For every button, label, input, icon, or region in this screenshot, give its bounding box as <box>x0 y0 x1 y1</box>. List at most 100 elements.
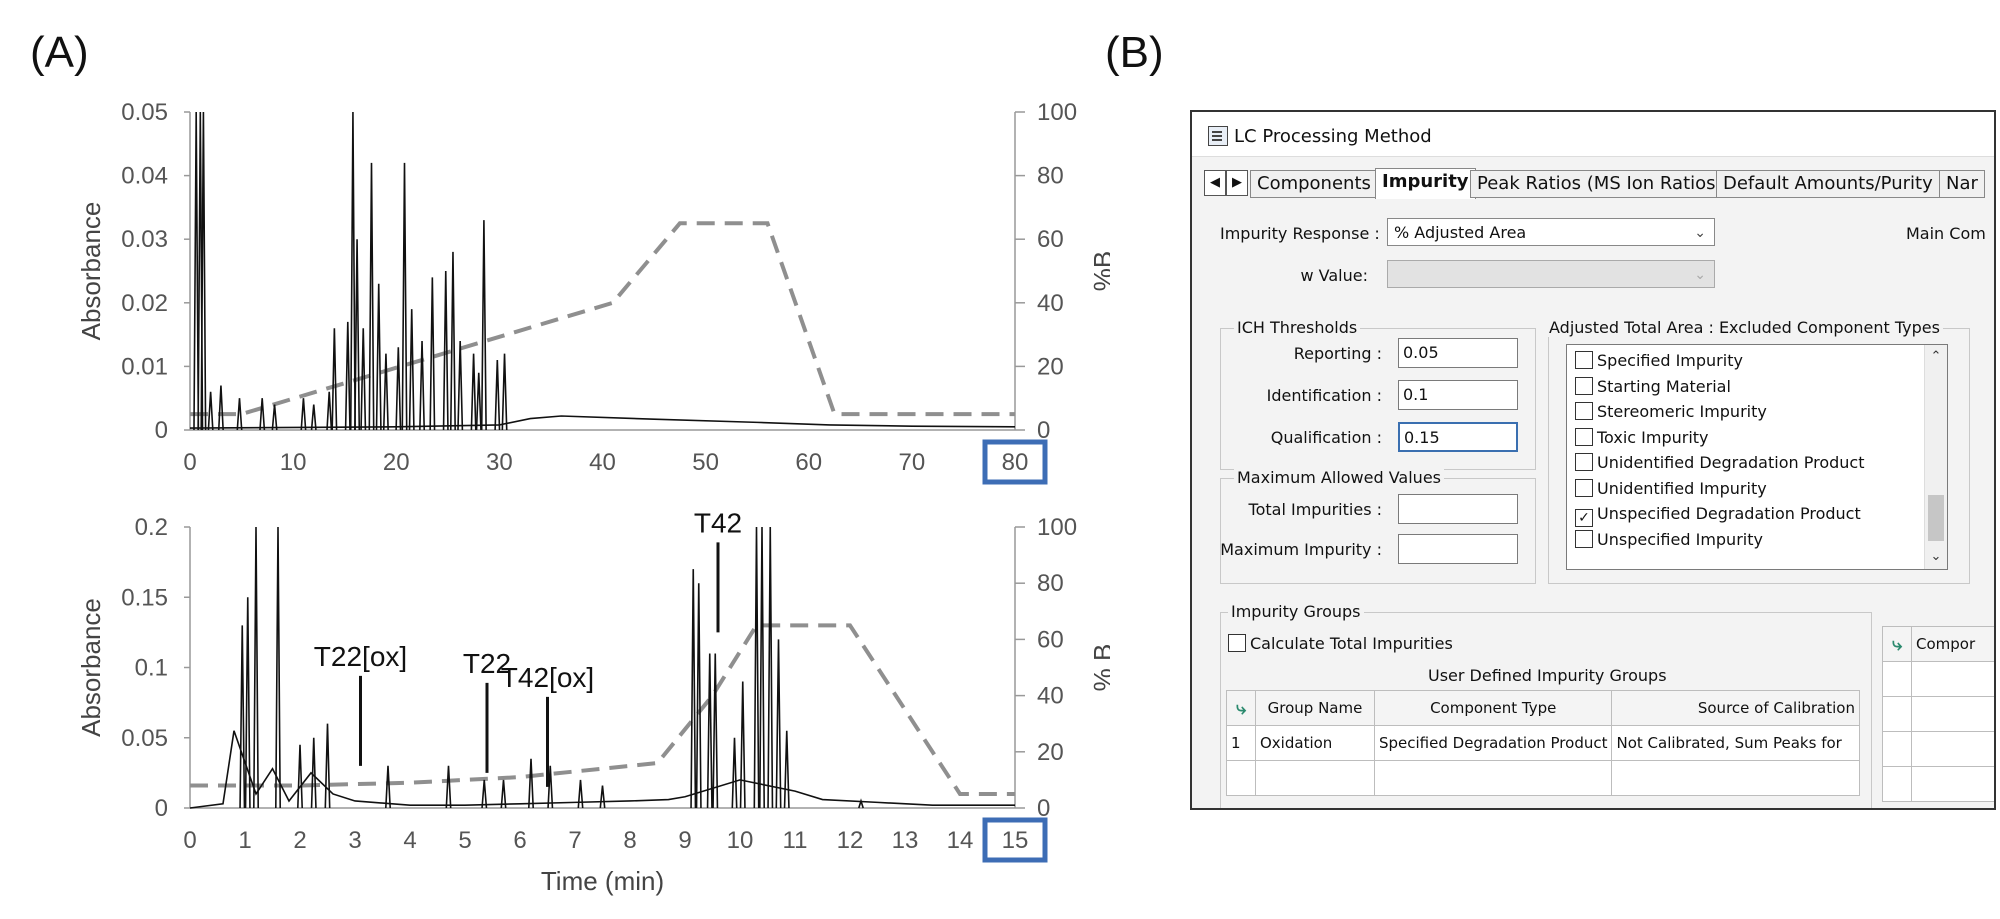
tab-peak-ratios[interactable]: Peak Ratios (MS Ion Ratios) <box>1470 170 1730 198</box>
dialog-titlebar: LC Processing Method <box>1192 112 1994 157</box>
x-axis-title: Time (min) <box>541 866 664 896</box>
absorbance-peak <box>690 569 697 809</box>
absorbance-peak <box>858 798 864 809</box>
checkbox[interactable] <box>1575 478 1593 497</box>
absorbance-peak <box>470 353 477 431</box>
checkbox[interactable] <box>1575 402 1593 420</box>
cell-source-calibration[interactable]: Not Calibrated, Sum Peaks for <box>1611 725 1860 761</box>
table-row[interactable]: 1 Oxidation Specified Degradation Produc… <box>1226 725 1860 761</box>
checkbox[interactable] <box>1575 529 1593 548</box>
reporting-input[interactable]: 0.05 <box>1398 338 1518 368</box>
checkbox[interactable] <box>1575 351 1593 369</box>
impurity-response-value: % Adjusted Area <box>1394 223 1527 242</box>
maximum-impurity-input[interactable] <box>1398 534 1518 564</box>
panel-label-b: (B) <box>1105 28 1164 77</box>
excluded-type-label: Toxic Impurity <box>1597 427 1709 447</box>
col-header-component[interactable]: Compor <box>1911 626 1994 662</box>
excluded-type-item[interactable]: Unidentified Degradation Product <box>1575 453 1864 477</box>
excluded-type-label: Unidentified Degradation Product <box>1597 453 1865 472</box>
checkbox[interactable] <box>1575 376 1593 395</box>
tab-impurity[interactable]: Impurity <box>1375 168 1476 199</box>
scroll-up-icon[interactable]: ⌃ <box>1930 349 1942 364</box>
absorbance-trace <box>189 730 1015 809</box>
x-tick-label: 0 <box>183 827 196 854</box>
absorbance-peak <box>375 283 382 431</box>
x-tick-label: 20 <box>383 449 410 476</box>
impurity-response-select[interactable]: % Adjusted Area ⌄ <box>1387 218 1715 246</box>
excluded-types-listbox[interactable]: ⌃ ⌄ Specified Impurity Starting Material S… <box>1566 344 1948 570</box>
col-header-component-type[interactable]: Component Type <box>1373 690 1613 726</box>
total-impurities-input[interactable] <box>1398 494 1518 524</box>
tab-scroll-left-icon[interactable]: ◀ <box>1204 170 1226 196</box>
x-tick-label: 40 <box>589 449 616 476</box>
excluded-type-item[interactable]: Toxic Impurity <box>1575 427 1709 452</box>
x-tick-label: 4 <box>403 827 416 854</box>
tab-scroll-right-icon[interactable]: ▶ <box>1226 170 1248 196</box>
w-value-select[interactable]: ⌄ <box>1387 260 1715 288</box>
absorbance-peak <box>382 353 389 431</box>
scroll-thumb[interactable] <box>1928 495 1944 541</box>
excluded-type-item[interactable]: Stereomeric Impurity <box>1575 402 1767 426</box>
absorbance-peak <box>239 625 246 809</box>
absorbance-peak <box>310 737 317 809</box>
y2-tick-label: 60 <box>1037 226 1064 253</box>
y2-tick-label: 0 <box>1037 417 1050 444</box>
scroll-down-icon[interactable]: ⌄ <box>1930 549 1942 564</box>
impurity-response-label: Impurity Response : <box>1220 224 1380 243</box>
absorbance-peak <box>419 340 426 431</box>
col-header-source-calibration[interactable]: Source of Calibration <box>1611 690 1860 726</box>
identification-input[interactable]: 0.1 <box>1398 380 1518 410</box>
absorbance-peak <box>275 526 281 809</box>
grid-corner[interactable]: ⤷ <box>1226 690 1256 726</box>
absorbance-peak <box>385 765 391 809</box>
absorbance-peak <box>253 526 259 809</box>
absorbance-peak <box>442 270 449 431</box>
absorbance-peak <box>759 526 765 809</box>
absorbance-peak <box>731 737 738 809</box>
grid-corner-right[interactable]: ⤷ <box>1882 626 1912 662</box>
tab-nar[interactable]: Nar <box>1939 170 1985 198</box>
tab-strip: ◀ ▶ Components Impurity Peak Ratios (MS … <box>1204 168 1994 199</box>
tab-components[interactable]: Components <box>1250 170 1378 198</box>
x-tick-label: 8 <box>623 827 636 854</box>
cell-component-type[interactable]: Specified Degradation Product <box>1373 725 1613 761</box>
pin-icon: ⤷ <box>1235 697 1247 719</box>
absorbance-trace <box>189 415 1016 429</box>
table-row-empty[interactable] <box>1226 760 1860 796</box>
excluded-type-label: Stereomeric Impurity <box>1597 402 1767 421</box>
calc-total-impurities[interactable]: Calculate Total Impurities <box>1228 634 1453 653</box>
col-header-group-name[interactable]: Group Name <box>1255 690 1375 726</box>
x-tick-label: 9 <box>678 827 691 854</box>
excluded-type-label: Unidentified Impurity <box>1597 478 1767 498</box>
absorbance-peak <box>331 328 338 431</box>
x-tick-label: 7 <box>568 827 581 854</box>
checkbox-checked[interactable]: ✓ <box>1575 509 1593 527</box>
excluded-type-item[interactable]: Unidentified Impurity <box>1575 478 1767 503</box>
absorbance-peak <box>349 111 356 431</box>
absorbance-peak <box>753 526 760 809</box>
excluded-type-item[interactable]: ✓ Unspecified Degradation Product <box>1575 504 1861 528</box>
excluded-type-item[interactable]: Specified Impurity <box>1575 351 1743 375</box>
checkbox[interactable] <box>1575 453 1593 471</box>
peak-annotation: T42 <box>694 507 742 538</box>
absorbance-peak <box>300 398 307 431</box>
y-tick-label: 0 <box>155 417 168 444</box>
absorbance-peak <box>481 779 488 809</box>
tab-default-amounts[interactable]: Default Amounts/Purity <box>1716 170 1940 198</box>
x-tick-label: 0 <box>183 449 196 476</box>
calc-total-checkbox[interactable] <box>1228 634 1246 652</box>
absorbance-peak <box>217 385 224 431</box>
excluded-type-item[interactable]: Unspecified Impurity <box>1575 529 1763 554</box>
peak-annotation: T22 <box>463 648 511 679</box>
checkbox[interactable] <box>1575 427 1593 446</box>
max-allowed-caption: Maximum Allowed Values <box>1234 468 1444 487</box>
dialog-title: LC Processing Method <box>1234 126 1432 147</box>
w-value-label: w Value: <box>1300 266 1369 285</box>
cell-group-name[interactable]: Oxidation <box>1255 725 1375 761</box>
listbox-scrollbar[interactable]: ⌃ ⌄ <box>1924 345 1947 569</box>
excluded-type-item[interactable]: Starting Material <box>1575 376 1731 401</box>
absorbance-peak <box>408 309 415 431</box>
x-tick-label: 1 <box>238 827 251 854</box>
qualification-input[interactable]: 0.15 <box>1398 422 1518 452</box>
chevron-down-icon: ⌄ <box>1694 225 1706 241</box>
